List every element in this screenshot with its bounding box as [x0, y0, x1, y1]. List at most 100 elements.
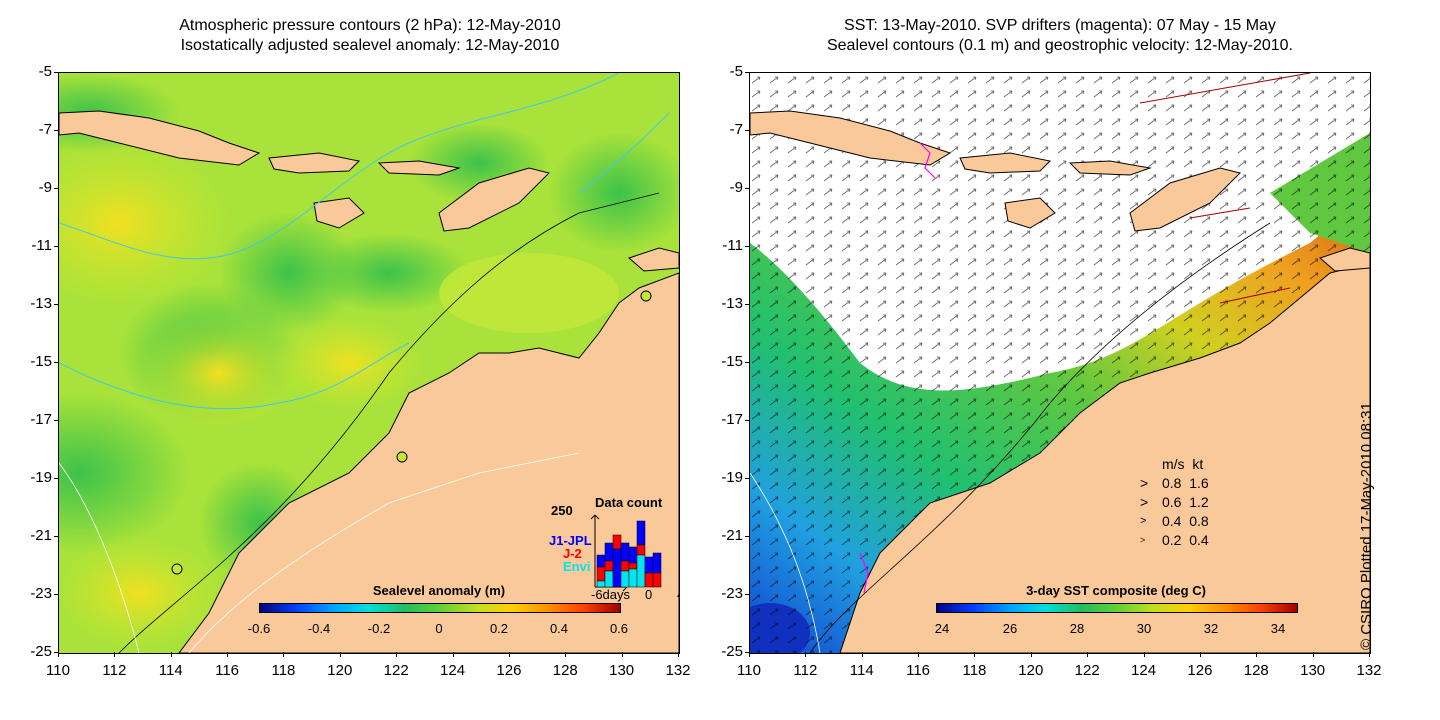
right-latitude-tick-label: -7	[729, 121, 743, 138]
left-colorbar	[259, 603, 621, 613]
legend-kt-value: 1.6	[1189, 475, 1209, 491]
left-longitude-tick-label: 112	[102, 662, 127, 679]
left-longitude-tick-label: 110	[46, 662, 70, 679]
legend-ms-value: 0.4	[1162, 513, 1182, 529]
left-map-title: Atmospheric pressure contours (2 hPa): 1…	[120, 16, 620, 56]
left-latitude-tick-mark	[54, 594, 58, 595]
left-latitude-tick-label: -25	[30, 643, 52, 660]
right-latitude-tick-label: -19	[721, 469, 743, 486]
left-latitude-tick-mark	[54, 420, 58, 421]
left-longitude-tick-label: 126	[496, 662, 522, 679]
right-latitude-tick-label: -15	[721, 353, 743, 370]
right-longitude-tick-mark	[1256, 652, 1258, 657]
left-cbar-tick-6: 0.6	[609, 621, 629, 636]
left-title-line2: Isostatically adjusted sealevel anomaly:…	[180, 37, 560, 54]
right-title-line1: SST: 13-May-2010. SVP drifters (magenta)…	[844, 17, 1276, 34]
right-latitude-tick-label: -21	[721, 527, 743, 544]
legend-kt-value: 0.4	[1189, 532, 1209, 548]
left-longitude-tick-label: 120	[327, 662, 353, 679]
legend-header-ms: m/s	[1162, 456, 1185, 472]
right-latitude-tick-mark	[745, 536, 749, 537]
histogram-xlabel-end: 4	[677, 587, 679, 602]
left-latitude-tick-mark	[54, 304, 58, 305]
right-longitude-tick-label: 130	[1300, 662, 1326, 679]
left-latitude-tick-label: -21	[30, 527, 52, 544]
right-longitude-tick-mark	[1369, 652, 1370, 657]
left-colorbar-title: Sealevel anomaly (m)	[372, 583, 506, 598]
right-map-title: SST: 13-May-2010. SVP drifters (magenta)…	[740, 16, 1380, 56]
right-longitude-tick-label: 116	[906, 662, 931, 679]
right-latitude-tick-mark	[745, 304, 749, 305]
right-longitude-tick-label: 122	[1074, 662, 1100, 679]
right-latitude-tick-mark	[745, 362, 749, 363]
arrow-icon: >	[1140, 494, 1149, 510]
left-longitude-tick-mark	[283, 652, 285, 657]
left-latitude-tick-label: -17	[30, 411, 52, 428]
left-cbar-tick-0: -0.6	[247, 621, 271, 636]
histogram-xlabel-start: -6days	[591, 587, 631, 602]
left-longitude-tick-mark	[565, 652, 567, 657]
histogram-title: Data count	[595, 495, 663, 510]
left-latitude-tick-mark	[54, 188, 58, 189]
right-longitude-tick-mark	[805, 652, 807, 657]
velocity-legend-row: > 0.8 1.6	[1140, 474, 1209, 493]
right-longitude-tick-mark	[1312, 652, 1314, 657]
histogram-ymax-label: 250	[551, 503, 573, 518]
arrow-icon: >	[1140, 475, 1149, 491]
left-cbar-tick-1: -0.4	[307, 621, 331, 636]
left-longitude-tick-label: 130	[609, 662, 635, 679]
arrow-icon: >	[1140, 515, 1147, 527]
velocity-legend: m/s kt > 0.8 1.6 > 0.6 1.2 > 0.4 0.8 > 0…	[1140, 455, 1209, 550]
arrow-icon: >	[1140, 535, 1146, 545]
left-latitude-tick-mark	[54, 246, 58, 247]
left-latitude-tick-label: -15	[30, 353, 52, 370]
right-latitude-tick-label: -11	[722, 237, 743, 254]
right-latitude-tick-label: -25	[721, 643, 743, 660]
left-longitude-tick-mark	[396, 652, 398, 657]
right-latitude-tick-mark	[745, 420, 749, 421]
right-longitude-tick-mark	[1030, 652, 1032, 657]
left-longitude-tick-mark	[170, 652, 172, 657]
right-cbar-tick-2: 28	[1069, 621, 1085, 636]
right-cbar-tick-5: 34	[1270, 621, 1286, 636]
legend-kt-value: 0.8	[1189, 513, 1209, 529]
right-longitude-tick-label: 112	[793, 662, 818, 679]
right-cbar-tick-4: 32	[1203, 621, 1219, 636]
right-latitude-tick-label: -13	[721, 295, 743, 312]
right-longitude-tick-mark	[974, 652, 976, 657]
right-latitude-tick-mark	[745, 72, 749, 73]
left-latitude-tick-mark	[54, 130, 58, 131]
velocity-legend-row: > 0.2 0.4	[1140, 531, 1209, 550]
left-latitude-tick-label: -23	[30, 585, 52, 602]
right-latitude-tick-label: -5	[729, 63, 743, 80]
left-longitude-tick-mark	[621, 652, 623, 657]
sst-map-graphic	[750, 73, 1370, 653]
left-longitude-tick-label: 118	[271, 662, 296, 679]
left-latitude-tick-mark	[54, 652, 58, 653]
right-longitude-tick-label: 126	[1187, 662, 1213, 679]
right-latitude-tick-label: -23	[721, 585, 743, 602]
data-count-histogram: Data count 250 J1-JPL J-2 Envi -6days 0 …	[547, 495, 679, 605]
right-longitude-tick-mark	[1087, 652, 1089, 657]
right-latitude-tick-mark	[745, 246, 749, 247]
right-longitude-tick-label: 110	[737, 662, 761, 679]
left-latitude-tick-mark	[54, 536, 58, 537]
left-latitude-tick-label: -11	[31, 237, 52, 254]
right-latitude-tick-mark	[745, 478, 749, 479]
left-longitude-tick-mark	[114, 652, 116, 657]
right-latitude-tick-mark	[745, 130, 749, 131]
left-longitude-tick-mark	[227, 652, 229, 657]
left-longitude-tick-label: 116	[215, 662, 240, 679]
left-longitude-tick-label: 124	[440, 662, 466, 679]
right-cbar-tick-0: 24	[934, 621, 950, 636]
right-longitude-tick-mark	[1143, 652, 1145, 657]
right-longitude-tick-label: 132	[1356, 662, 1382, 679]
velocity-legend-row: > 0.6 1.2	[1140, 493, 1209, 512]
left-latitude-tick-label: -19	[30, 469, 52, 486]
right-colorbar	[936, 603, 1298, 613]
legend-ms-value: 0.2	[1162, 532, 1182, 548]
right-longitude-tick-label: 120	[1018, 662, 1044, 679]
right-latitude-tick-mark	[745, 188, 749, 189]
histogram-series-j1jpl: J1-JPL	[549, 533, 592, 548]
left-longitude-tick-mark	[339, 652, 341, 657]
